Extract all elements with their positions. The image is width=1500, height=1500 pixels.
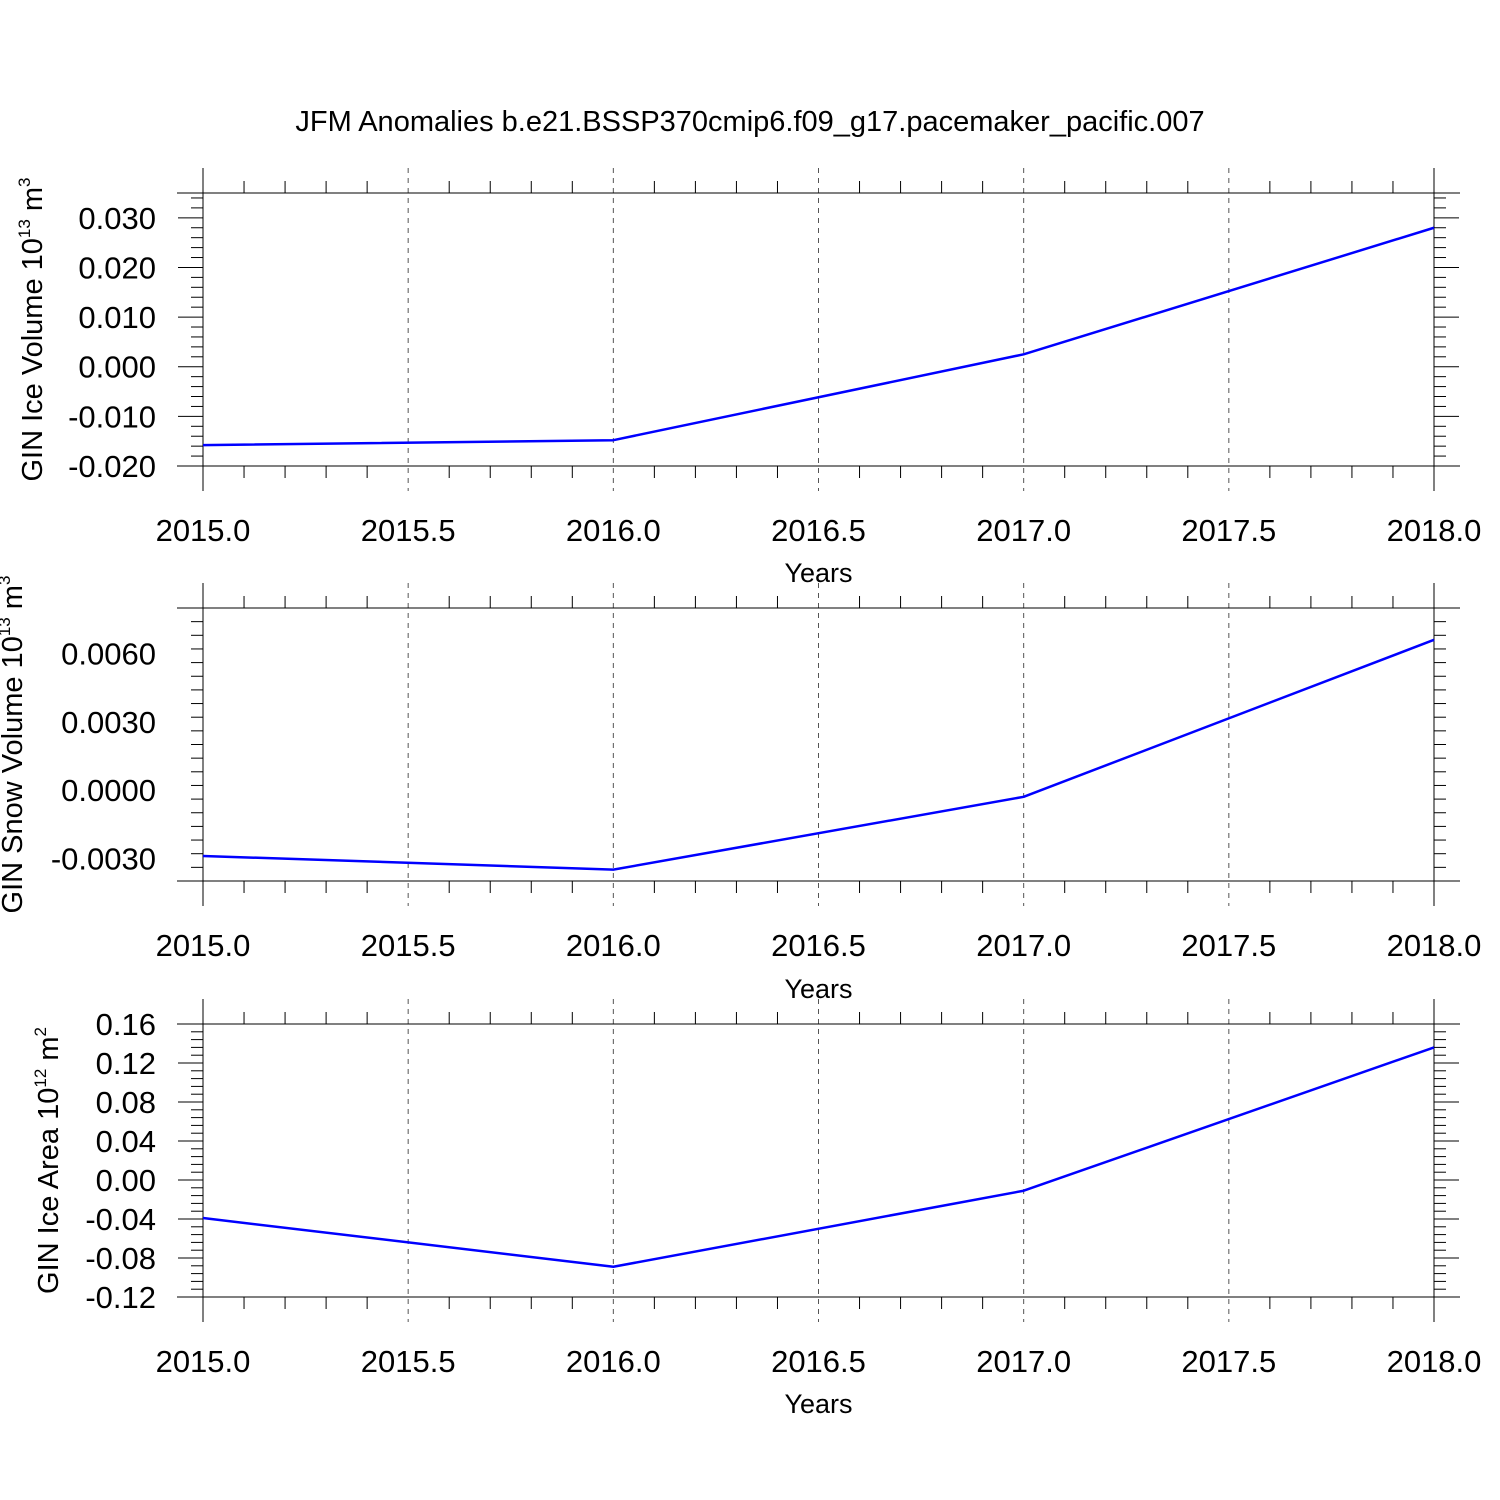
y-tick-label: 0.04 [96, 1124, 156, 1159]
x-tick-label: 2015.0 [156, 1344, 251, 1379]
x-tick-label: 2016.5 [771, 1344, 866, 1379]
panels-container: -0.020 -0.010 0.000 0.010 0.020 0.030 2015.0 20… [0, 168, 1481, 1419]
y-axis-label: GIN Ice Volume 1013 m3 [15, 177, 49, 481]
x-tick-label: 2015.5 [361, 513, 456, 548]
x-tick-label: 2017.5 [1181, 928, 1276, 963]
y-tick-label: 0.00 [96, 1163, 156, 1198]
y-tick-label: 0.0060 [61, 637, 156, 672]
chart-panel-1: -0.020 -0.010 0.000 0.010 0.020 0.030 2015.0 20… [15, 168, 1481, 588]
chart-panel-3: -0.12 -0.08 -0.04 0.00 0.04 0.08 0.12 0.16 2015.… [31, 999, 1481, 1419]
y-tick-label: 0.08 [96, 1085, 156, 1120]
figure-title: JFM Anomalies b.e21.BSSP370cmip6.f09_g17… [295, 106, 1204, 138]
x-tick-label: 2018.0 [1387, 1344, 1482, 1379]
x-tick-label: 2016.0 [566, 1344, 661, 1379]
x-tick-label: 2015.0 [156, 928, 251, 963]
y-tick-label: 0.0000 [61, 773, 156, 808]
x-axis-label: Years [784, 1389, 852, 1419]
series-line [202, 638, 1435, 871]
x-tick-label: 2017.5 [1181, 1344, 1276, 1379]
x-tick-label: 2017.5 [1181, 513, 1276, 548]
series-line [202, 226, 1435, 447]
x-tick-label: 2017.0 [976, 1344, 1071, 1379]
y-tick-label: 0.16 [96, 1007, 156, 1042]
x-tick-label: 2016.0 [566, 513, 661, 548]
y-tick-label: -0.010 [68, 399, 156, 434]
y-axis-label: GIN Ice Area 1012 m2 [31, 1027, 65, 1294]
x-tick-label: 2015.5 [361, 1344, 456, 1379]
x-tick-label: 2015.0 [156, 513, 251, 548]
x-tick-label: 2018.0 [1387, 513, 1482, 548]
y-tick-label: -0.0030 [51, 841, 156, 876]
series-line [202, 1046, 1435, 1269]
y-axis-label: GIN Snow Volume 1013 m3 [0, 576, 29, 914]
y-tick-label: -0.08 [85, 1241, 156, 1276]
y-tick-label: 0.12 [96, 1046, 156, 1081]
y-tick-label: -0.04 [85, 1202, 156, 1237]
y-tick-label: 0.010 [78, 300, 156, 335]
x-tick-label: 2015.5 [361, 928, 456, 963]
y-tick-label: 0.0030 [61, 705, 156, 740]
y-tick-label: -0.12 [85, 1280, 156, 1315]
x-tick-label: 2018.0 [1387, 928, 1482, 963]
x-tick-label: 2016.0 [566, 928, 661, 963]
y-tick-label: 0.000 [78, 350, 156, 385]
y-tick-label: 0.020 [78, 250, 156, 285]
x-tick-label: 2016.5 [771, 928, 866, 963]
chart-panel-2: -0.0030 0.0000 0.0030 0.0060 2015.0 2015.5 201… [0, 576, 1481, 1004]
x-tick-label: 2017.0 [976, 928, 1071, 963]
x-tick-label: 2016.5 [771, 513, 866, 548]
y-tick-label: 0.030 [78, 201, 156, 236]
x-tick-label: 2017.0 [976, 513, 1071, 548]
y-tick-label: -0.020 [68, 449, 156, 484]
